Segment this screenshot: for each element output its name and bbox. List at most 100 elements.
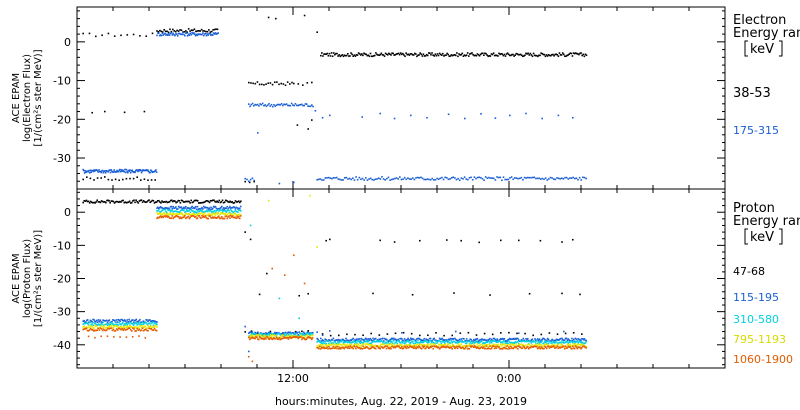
data-point [89,327,92,330]
data-point [523,346,525,348]
data-point [267,199,270,202]
data-point [480,346,482,349]
data-point [223,209,226,212]
data-point [94,336,96,339]
data-point [418,337,420,340]
data-point [585,177,587,180]
data-point [291,335,293,338]
data-point [507,338,509,341]
data-point [272,336,274,338]
data-point [229,200,231,203]
data-point [197,210,200,213]
data-point [251,332,254,335]
data-point [379,239,381,242]
data-point [325,344,327,347]
data-point [585,339,588,342]
data-point [487,340,489,343]
data-point [336,52,338,55]
data-point [215,28,217,30]
data-point [442,178,445,181]
data-point [581,341,583,344]
data-point [557,347,560,350]
data-point [423,340,426,343]
data-point [137,320,139,323]
data-point [519,340,522,342]
data-point [489,345,491,348]
data-point [100,171,102,174]
data-point [521,344,524,347]
data-point [109,325,111,327]
data-point [435,340,437,342]
data-point [520,347,523,350]
data-point [256,332,258,335]
data-point [468,348,471,350]
data-point [375,340,378,343]
data-point [464,346,467,349]
data-point [123,111,126,114]
data-point [283,103,285,106]
data-point [574,52,577,54]
data-point [342,55,345,58]
data-point [426,341,428,344]
data-point [304,334,307,336]
data-point [92,327,94,329]
data-point [497,55,499,57]
data-point [230,207,232,209]
data-point [366,341,369,343]
data-point [145,319,147,321]
data-point [562,345,564,348]
data-point [87,321,90,324]
data-point [395,345,398,348]
data-point [421,177,424,180]
data-point [83,172,86,174]
data-point [244,177,246,180]
data-point [536,54,538,57]
data-point [169,32,172,35]
data-point [399,52,402,54]
data-point [493,337,496,340]
data-point [565,176,568,179]
data-point [433,345,435,347]
data-point [93,327,95,329]
data-point [121,318,123,321]
data-point [173,210,175,213]
data-point [290,102,293,105]
data-point [374,347,376,349]
data-point [422,344,425,346]
data-point [202,201,204,204]
data-point [278,337,281,339]
data-point [518,339,520,341]
data-point [368,342,371,345]
data-point [187,207,190,209]
data-point [402,345,405,348]
data-point [308,335,310,337]
data-point [394,338,397,340]
data-point [455,339,458,341]
data-point [322,341,325,343]
data-point [480,343,482,346]
data-point [425,347,427,349]
data-point [266,333,268,335]
data-point [438,52,441,55]
data-point [334,347,336,349]
data-point [373,340,375,342]
data-point [148,327,150,330]
data-point [266,272,268,275]
data-point [410,114,412,117]
data-point [366,179,369,181]
data-point [527,176,529,179]
data-point [397,345,399,348]
data-point [143,178,146,181]
data-point [191,205,193,208]
data-point [104,327,107,329]
data-point [377,54,379,56]
data-point [520,54,523,57]
data-point [388,340,390,342]
data-point [508,340,510,342]
data-point [535,343,537,346]
data-point [118,179,120,182]
data-point [371,341,373,343]
data-point [206,206,209,209]
data-point [308,336,310,339]
